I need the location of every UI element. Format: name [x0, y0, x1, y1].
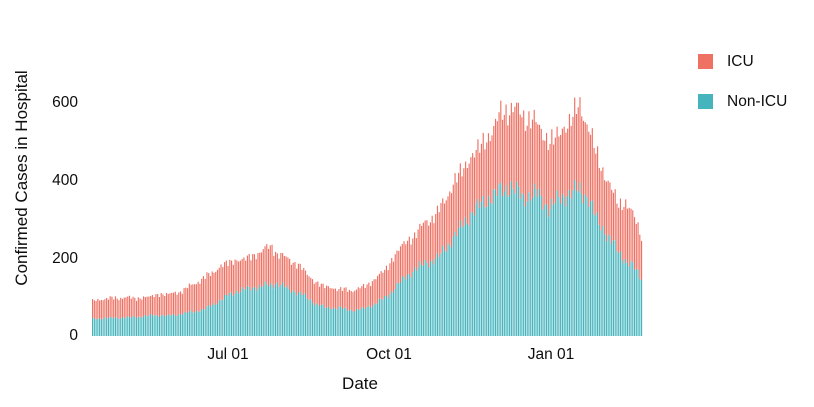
- y-tick-label-200: 200: [52, 250, 78, 267]
- legend-label-non-icu: Non-ICU: [727, 92, 788, 110]
- non-icu-color-swatch: [698, 94, 713, 109]
- x-tick-label-oct-01: Oct 01: [366, 346, 412, 363]
- y-tick-label-0: 0: [69, 327, 78, 344]
- legend-item-non-icu[interactable]: Non-ICU: [698, 92, 787, 111]
- y-tick-label-400: 400: [52, 172, 78, 189]
- icu-color-swatch: [698, 54, 713, 69]
- y-axis-title: Confirmed Cases in Hospital: [12, 70, 31, 286]
- x-axis-title: Date: [342, 374, 378, 393]
- x-tick-label-jul-01: Jul 01: [207, 346, 249, 363]
- legend-label-icu: ICU: [727, 52, 754, 70]
- legend-item-icu[interactable]: ICU: [698, 52, 787, 71]
- x-tick-label-jan-01: Jan 01: [527, 346, 575, 363]
- y-tick-label-600: 600: [52, 94, 78, 111]
- legend: ICU Non-ICU: [698, 52, 787, 132]
